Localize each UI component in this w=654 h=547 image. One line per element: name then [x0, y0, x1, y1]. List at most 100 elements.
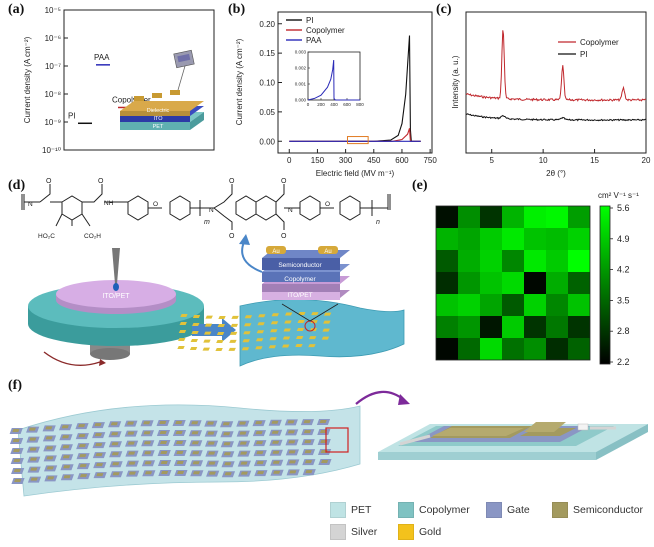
- array-device: [301, 429, 315, 436]
- array-device: [92, 452, 107, 459]
- chart-panel-c: Intensity (a. u.) 2θ (°) 5 10 15 20 Copolym…: [451, 11, 651, 178]
- array-device: [140, 420, 154, 427]
- array-device: [318, 459, 332, 465]
- sheet-device: [284, 320, 292, 324]
- sheet-device: [323, 312, 332, 316]
- sheet-device: [269, 337, 277, 341]
- electrode-label-au: Au: [324, 249, 331, 255]
- sheet-device: [204, 323, 213, 327]
- heatmap-cell: [524, 206, 546, 228]
- sheet-device: [243, 331, 251, 335]
- atom-o: O: [281, 233, 287, 240]
- x-tick-label: 0: [287, 156, 292, 165]
- array-device: [43, 445, 57, 452]
- array-device: [172, 420, 186, 427]
- layer-label-itopet: ITO/PET: [287, 292, 312, 299]
- x-tick-label: 15: [590, 156, 599, 165]
- y-tick-label: 0.05: [259, 108, 275, 117]
- legend-label-silver: Silver: [351, 526, 378, 538]
- y-axis-label: Current density (A cm⁻²): [235, 38, 244, 125]
- sheet-device: [322, 328, 330, 332]
- sheet-device: [218, 315, 226, 319]
- array-device: [11, 478, 25, 484]
- array-device: [253, 460, 268, 467]
- array-device: [92, 432, 106, 439]
- heatmap-cell: [458, 272, 480, 294]
- array-device: [205, 440, 219, 447]
- heatmap-cell: [546, 250, 568, 272]
- legend-copolymer-label: Copolymer: [580, 38, 619, 47]
- legend-swatch-silver: [330, 524, 346, 540]
- array-device: [43, 455, 57, 462]
- array-device: [77, 473, 91, 480]
- array-device: [270, 469, 284, 476]
- array-device: [172, 430, 187, 437]
- array-device: [109, 471, 124, 478]
- heatmap-cell: [436, 294, 458, 316]
- array-device: [189, 450, 203, 457]
- panel-label-e: (e): [412, 178, 428, 193]
- heatmap-cell: [436, 228, 458, 250]
- sheet-device: [296, 328, 305, 332]
- array-device: [302, 469, 316, 476]
- atom-o: O: [281, 178, 287, 185]
- array-device: [269, 449, 283, 456]
- array-device: [188, 430, 202, 437]
- sheet-device: [190, 338, 199, 342]
- array-device: [44, 465, 58, 472]
- array-device: [76, 453, 90, 460]
- sheet-device: [270, 321, 279, 325]
- array-device: [11, 468, 25, 474]
- x-tick-label: 10: [539, 156, 548, 165]
- sheet-device: [191, 330, 199, 334]
- zoom-arrow-icon: [398, 394, 410, 405]
- array-device: [189, 440, 203, 447]
- array-device: [26, 426, 40, 433]
- array-device: [124, 430, 138, 437]
- heatmap-cell: [546, 338, 568, 360]
- heatmap-cell: [524, 250, 546, 272]
- flexible-device-sheet: [177, 299, 405, 367]
- legend-swatch-copolymer: [398, 502, 414, 518]
- series-copolymer-line: [465, 30, 647, 103]
- array-device: [10, 458, 24, 464]
- sheet-device: [189, 346, 198, 350]
- array-device: [27, 476, 42, 483]
- heatmap-cell: [436, 250, 458, 272]
- array-device: [221, 451, 235, 458]
- colorbar-tick-label: 2.8: [617, 326, 630, 336]
- heatmap-cell: [502, 250, 524, 272]
- heatmap-cell: [524, 338, 546, 360]
- sheet-device: [270, 329, 278, 333]
- legend-label-gate: Gate: [507, 504, 530, 516]
- array-device: [76, 463, 91, 470]
- heatmap-cell: [480, 250, 502, 272]
- atom-n: N: [209, 207, 214, 214]
- legend-label-gold: Gold: [419, 526, 442, 538]
- array-device: [252, 430, 267, 437]
- array-device: [204, 420, 218, 427]
- x-tick-label: 450: [367, 156, 381, 165]
- x-tick-label: 600: [395, 156, 409, 165]
- series-paa-label: PAA: [94, 53, 110, 62]
- array-device: [173, 460, 188, 467]
- process-arrow-icon: [192, 318, 236, 342]
- device-inset: Dielectric ITO PET: [120, 49, 204, 130]
- inset-plot: 0 200 400 600 800 0.000 0.001 0.002 0.003: [295, 50, 365, 108]
- atom-o: O: [229, 178, 235, 185]
- dielectric-label: Dielectric: [147, 108, 170, 114]
- array-device: [301, 449, 316, 456]
- array-device: [157, 440, 171, 447]
- colorbar-tick-label: 4.2: [617, 265, 630, 275]
- atom-n: N: [288, 207, 293, 214]
- array-device: [300, 419, 315, 426]
- colorbar-unit: cm² V⁻¹ s⁻¹: [598, 191, 639, 200]
- x-axis-label: Electric field (MV m⁻¹): [316, 169, 395, 178]
- sheet-device: [244, 315, 253, 319]
- y-tick-label: 10⁻⁷: [45, 62, 61, 71]
- inset-series-line: [307, 59, 360, 101]
- chemical-structure: [21, 184, 391, 230]
- array-device: [156, 430, 171, 437]
- heatmap-cell: [502, 294, 524, 316]
- legend-item-silver: Silver: [330, 524, 377, 540]
